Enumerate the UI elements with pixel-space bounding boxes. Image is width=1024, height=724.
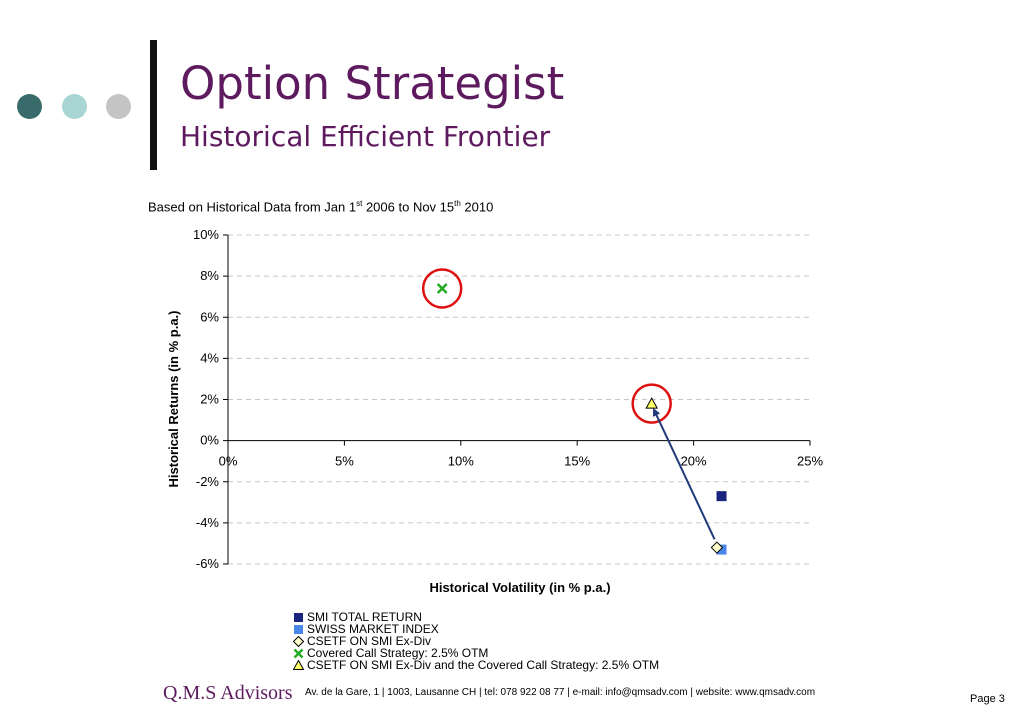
x-axis-label: Historical Volatility (in % p.a.) — [429, 580, 610, 595]
legend-label: Covered Call Strategy: 2.5% OTM — [307, 646, 489, 660]
y-tick-label: -2% — [196, 474, 220, 489]
data-point — [710, 541, 724, 554]
y-tick-label: 4% — [200, 350, 219, 365]
legend-label: CSETF ON SMI Ex-Div — [307, 634, 432, 648]
annotation-arrow — [652, 407, 716, 540]
data-point — [294, 624, 303, 634]
x-tick-label: 25% — [797, 454, 823, 469]
data-point — [436, 283, 448, 294]
contact-info: Av. de la Gare, 1 | 1003, Lausanne CH | … — [305, 687, 816, 698]
basis-sup-1: st — [356, 199, 363, 208]
footer: Q.M.S Advisors Av. de la Gare, 1 | 1003,… — [0, 682, 1024, 708]
legend-swatch — [293, 659, 304, 670]
y-tick-label: 0% — [200, 433, 219, 448]
page-number: Page 3 — [970, 693, 1005, 705]
y-tick-label: 2% — [200, 392, 219, 407]
legend-swatch — [294, 624, 303, 634]
basis-sup-2: th — [454, 199, 461, 208]
legend-item: SMI TOTAL RETURN — [293, 611, 659, 623]
legend-swatch — [293, 635, 304, 647]
decorative-dot-grey — [106, 94, 131, 119]
legend-label: SWISS MARKET INDEX — [307, 622, 439, 636]
legend-label: SMI TOTAL RETURN — [307, 610, 422, 624]
y-tick-label: -4% — [196, 515, 220, 530]
data-point — [645, 397, 659, 409]
x-tick-label: 10% — [448, 454, 474, 469]
basis-text-3: 2010 — [460, 199, 494, 215]
data-point — [293, 659, 304, 670]
legend-label: CSETF ON SMI Ex-Div and the Covered Call… — [307, 658, 660, 672]
x-tick-label: 15% — [564, 454, 590, 469]
legend-swatch — [293, 648, 304, 658]
x-tick-label: 5% — [335, 454, 354, 469]
page-subtitle: Historical Efficient Frontier — [180, 120, 551, 153]
highlight-circle — [421, 268, 463, 309]
scatter-chart: -6% -4% -2% 0% 2% 4% 6% 8% 10% 0% 5% 10% 15% 20% 25% H… — [166, 227, 823, 595]
decorative-dot-dark — [17, 94, 42, 119]
chart-legend: SMI TOTAL RETURN SWISS MARKET INDEX CSETF … — [293, 611, 659, 671]
data-basis-note: Based on Historical Data from Jan 1st 20… — [148, 199, 493, 214]
legend-item: Covered Call Strategy: 2.5% OTM — [293, 647, 659, 659]
legend-item: CSETF ON SMI Ex-Div — [293, 635, 659, 647]
legend-swatch — [294, 612, 303, 622]
legend-item: CSETF ON SMI Ex-Div and the Covered Call… — [293, 659, 659, 671]
title-accent-bar — [150, 40, 157, 170]
y-tick-label: 8% — [200, 268, 219, 283]
data-point — [293, 648, 304, 658]
data-point — [293, 635, 304, 647]
data-point-stroke — [436, 283, 448, 294]
x-tick-label: 20% — [681, 454, 707, 469]
data-point — [294, 612, 303, 622]
y-tick-label: 6% — [200, 309, 219, 324]
data-point-stroke — [293, 648, 304, 658]
page-title: Option Strategist — [180, 57, 565, 110]
brand-logo-text: Q.M.S Advisors — [163, 682, 293, 704]
y-tick-label: 10% — [193, 227, 219, 242]
data-point — [716, 491, 727, 502]
x-tick-label: 0% — [219, 454, 238, 469]
basis-text-2: 2006 to Nov 15 — [362, 199, 455, 215]
highlight-circle — [631, 383, 672, 424]
decorative-dot-light — [62, 94, 87, 119]
legend-item: SWISS MARKET INDEX — [293, 623, 659, 635]
y-axis-label: Historical Returns (in % p.a.) — [166, 311, 181, 488]
basis-text-1: Based on Historical Data from Jan 1 — [148, 199, 357, 215]
y-tick-label: -6% — [196, 556, 220, 571]
